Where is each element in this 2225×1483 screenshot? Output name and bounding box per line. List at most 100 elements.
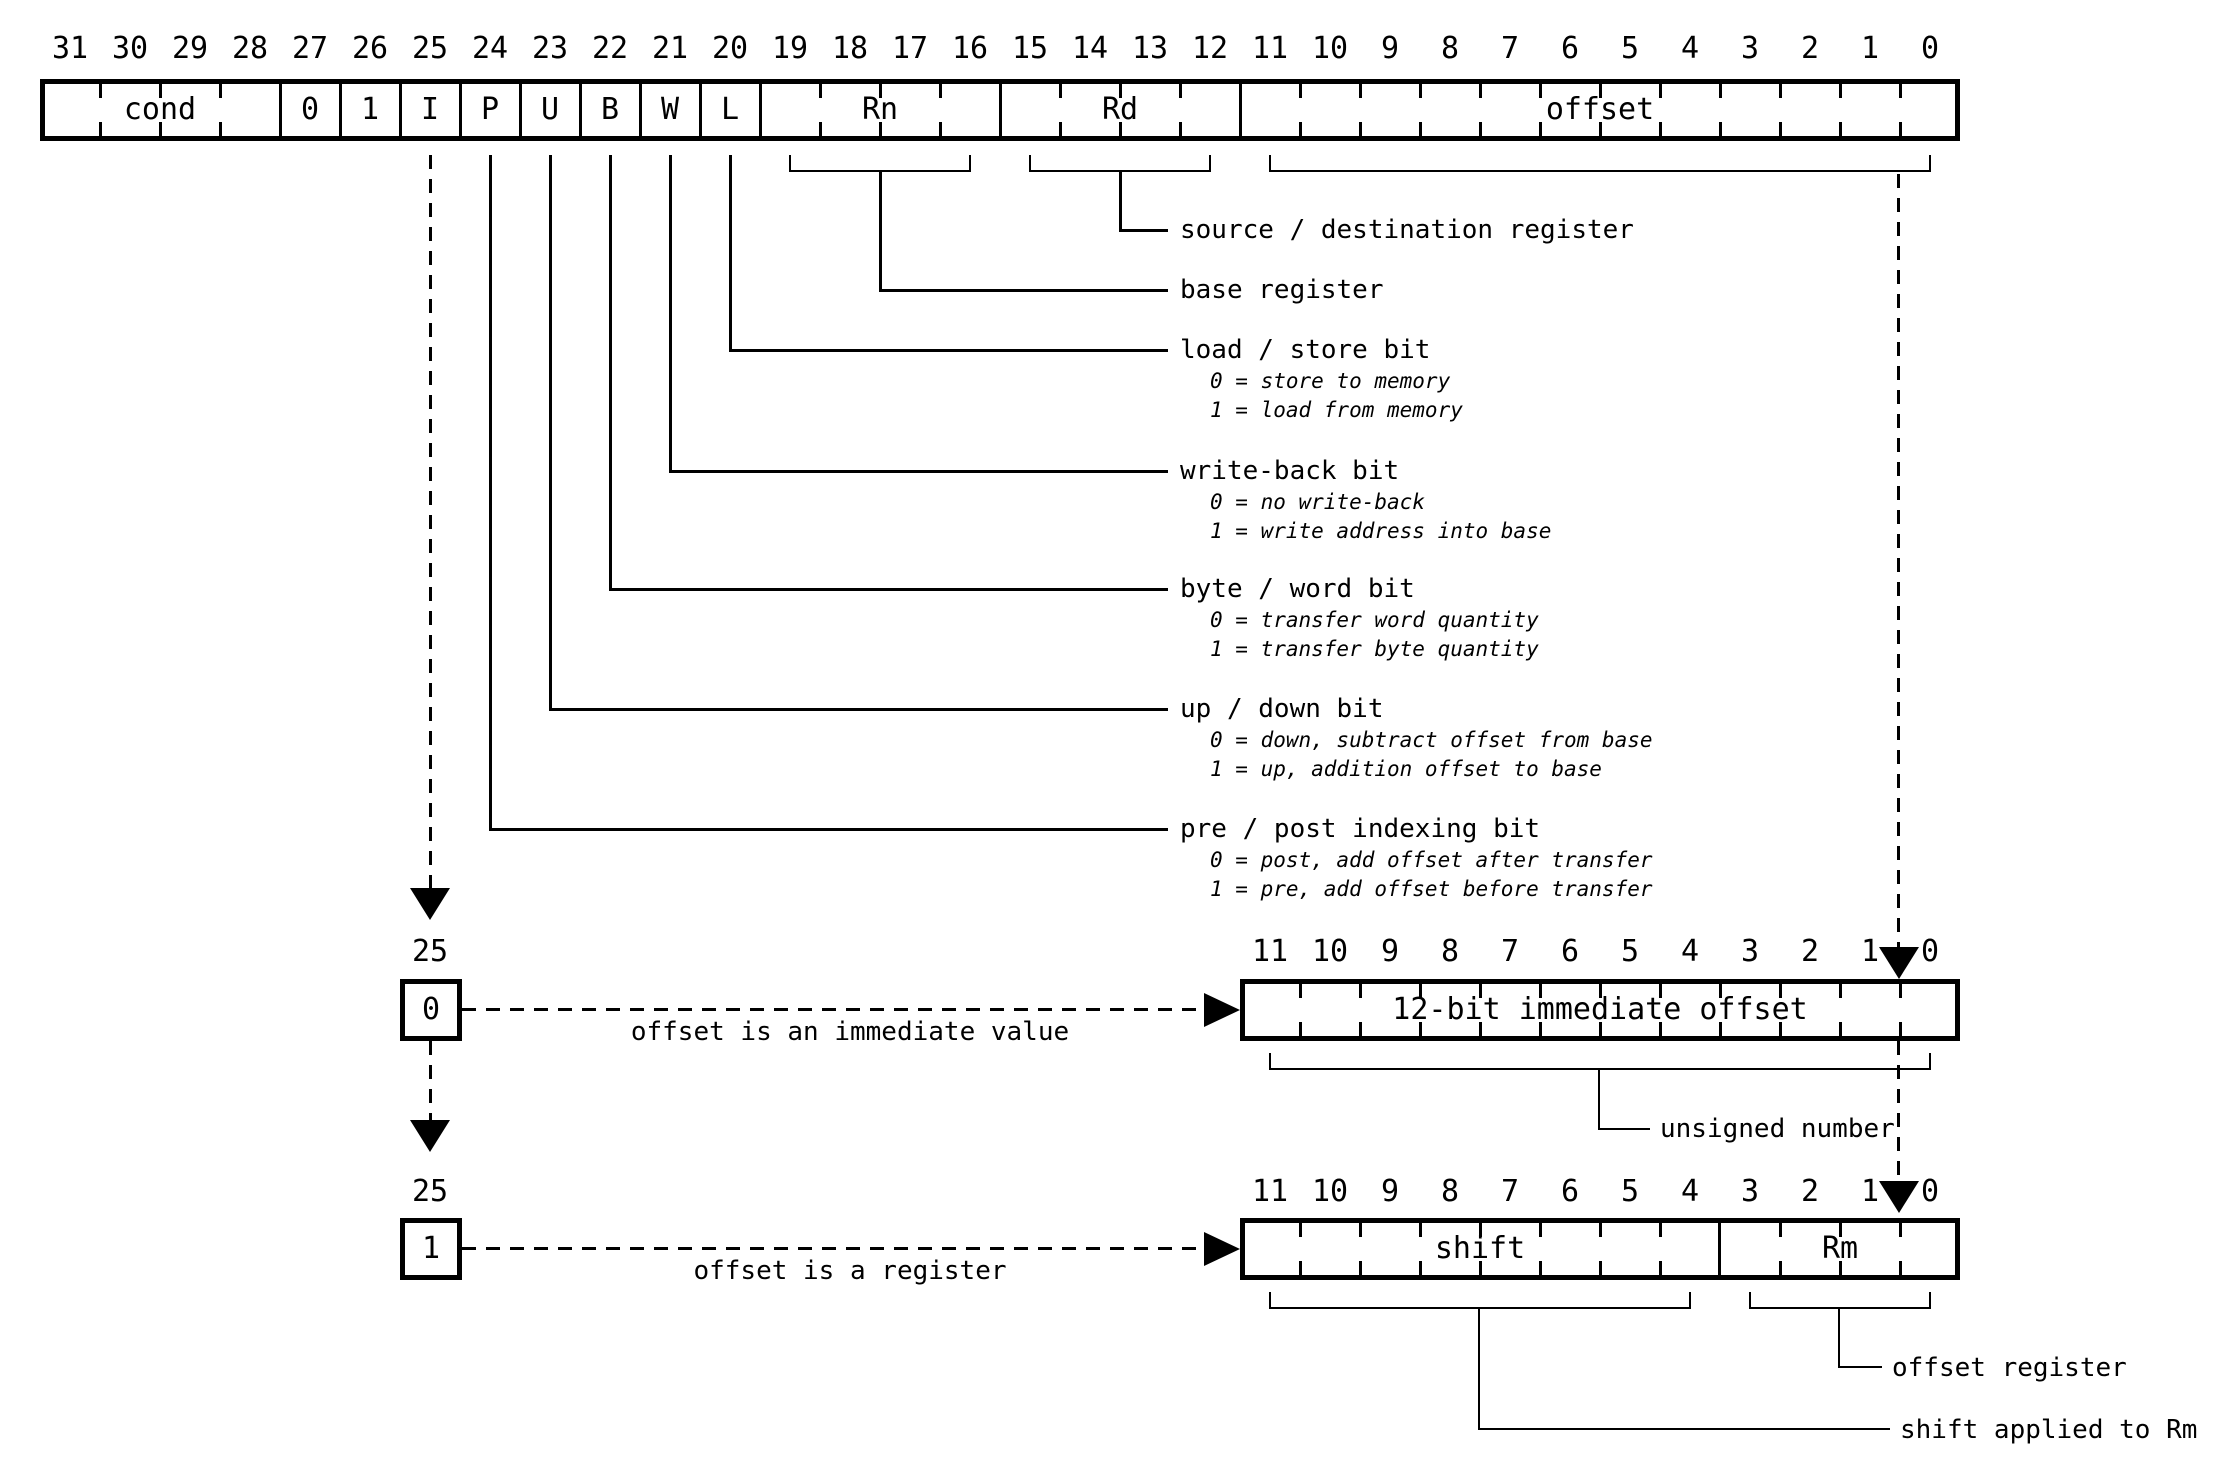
bit-tick (1839, 1261, 1842, 1275)
bit-tick (1359, 84, 1362, 98)
bit-tick (1599, 1261, 1602, 1275)
bit-number-instruction: 16 (951, 31, 989, 66)
bit-tick (1359, 1223, 1362, 1237)
bit-tick (1659, 1261, 1662, 1275)
shift-bracket (1269, 1292, 1271, 1309)
shift-applied-note: shift applied to Rm (1900, 1415, 2198, 1445)
bit-tick (1359, 1261, 1362, 1275)
bit-tick (1479, 984, 1482, 998)
immediate-offset-field: 12-bit immediate offset (1392, 992, 1808, 1027)
bit-number-immediate: 4 (1680, 934, 1700, 969)
bit-tick (159, 122, 162, 136)
bit-number-register: 2 (1800, 1174, 1820, 1209)
bit-tick (1479, 84, 1482, 98)
annotation-label: write-back bit (1180, 456, 1400, 486)
unsigned-number-connector (1598, 1128, 1650, 1130)
bit-number-register: 11 (1251, 1174, 1289, 1209)
field-l-bit: L (720, 92, 740, 127)
field-p-bit: P (480, 92, 500, 127)
bit-number-register: 8 (1440, 1174, 1460, 1209)
bit-tick (1119, 84, 1122, 98)
shift-field: shift (1434, 1231, 1526, 1266)
annotation-label: load / store bit (1180, 335, 1431, 365)
annotation-connector (549, 155, 552, 710)
bit-number-register: 0 (1920, 1174, 1940, 1209)
offset-register-connector (1838, 1366, 1882, 1368)
annotation-label: source / destination register (1180, 215, 1634, 245)
bit-number-register: 9 (1380, 1174, 1400, 1209)
field-divider (639, 84, 642, 136)
bit-number-register: 3 (1740, 1174, 1760, 1209)
bit-tick (159, 84, 162, 98)
bit-tick (1539, 84, 1542, 98)
annotation-connector (1119, 229, 1168, 232)
rm-bracket (1929, 1292, 1931, 1309)
bit-tick (99, 122, 102, 136)
bit25-value-register: 1 (421, 1231, 441, 1266)
field-divider (339, 84, 342, 136)
annotation-connector (549, 708, 1168, 711)
bit-tick (1839, 84, 1842, 98)
bit-tick (939, 84, 942, 98)
bit-tick (939, 122, 942, 136)
offset-bracket (1269, 170, 1931, 172)
bit-number-register: 6 (1560, 1174, 1580, 1209)
bit-tick (1779, 1022, 1782, 1036)
bit-number-instruction: 19 (771, 31, 809, 66)
field-rn: Rn (861, 92, 899, 127)
bit-number-instruction: 3 (1740, 31, 1760, 66)
bit-tick (1839, 1223, 1842, 1237)
bit-tick (1659, 84, 1662, 98)
field-rd: Rd (1101, 92, 1139, 127)
annotation-detail: 1 = transfer byte quantity (1210, 637, 1539, 661)
bit-tick (1779, 122, 1782, 136)
i-bit-dashed-line (429, 155, 432, 888)
annotation-connector (1119, 170, 1122, 231)
arrow-down-icon (410, 1120, 450, 1152)
offset-bracket (1929, 155, 1931, 172)
bit-number-immediate: 7 (1500, 934, 1520, 969)
bit-tick (1539, 1223, 1542, 1237)
annotation-connector (729, 155, 732, 351)
annotation-label: byte / word bit (1180, 574, 1415, 604)
bit-tick (1899, 1223, 1902, 1237)
arrow-down-icon (410, 888, 450, 920)
bit-number-instruction: 7 (1500, 31, 1520, 66)
shift-applied-connector (1478, 1428, 1890, 1430)
rm-bracket (1749, 1307, 1931, 1309)
immediate-dashed-line (462, 1008, 1206, 1011)
annotation-connector (669, 155, 672, 472)
bit-tick (1479, 1022, 1482, 1036)
bit-tick (1899, 122, 1902, 136)
field-divider (579, 84, 582, 136)
bit25-value-immediate: 0 (421, 992, 441, 1027)
bit-tick (1659, 1022, 1662, 1036)
bit-tick (1779, 84, 1782, 98)
rn-bracket (969, 155, 971, 172)
field-bit27: 0 (300, 92, 320, 127)
offset-dashed-line (1897, 1041, 1900, 1181)
bit-tick (1539, 122, 1542, 136)
immediate-bracket (1269, 1068, 1931, 1070)
bit-number-instruction: 11 (1251, 31, 1289, 66)
bit-number-immediate: 8 (1440, 934, 1460, 969)
immediate-caption: offset is an immediate value (630, 1017, 1070, 1047)
annotation-detail: 0 = down, subtract offset from base (1210, 728, 1653, 752)
field-bit26: 1 (360, 92, 380, 127)
bit-number-instruction: 20 (711, 31, 749, 66)
unsigned-number-connector (1598, 1070, 1600, 1130)
field-i-bit: I (420, 92, 440, 127)
bit-tick (1539, 1022, 1542, 1036)
bit-number-instruction: 10 (1311, 31, 1349, 66)
bit-number-instruction: 8 (1440, 31, 1460, 66)
arrow-down-icon (1879, 947, 1919, 979)
bit-tick (1599, 984, 1602, 998)
field-divider (699, 84, 702, 136)
bit-number-immediate: 5 (1620, 934, 1640, 969)
bit-number-instruction: 29 (171, 31, 209, 66)
bit-tick (1779, 1223, 1782, 1237)
bit-number-immediate: 10 (1311, 934, 1349, 969)
offset-register-connector (1838, 1309, 1840, 1368)
field-divider (279, 84, 282, 136)
